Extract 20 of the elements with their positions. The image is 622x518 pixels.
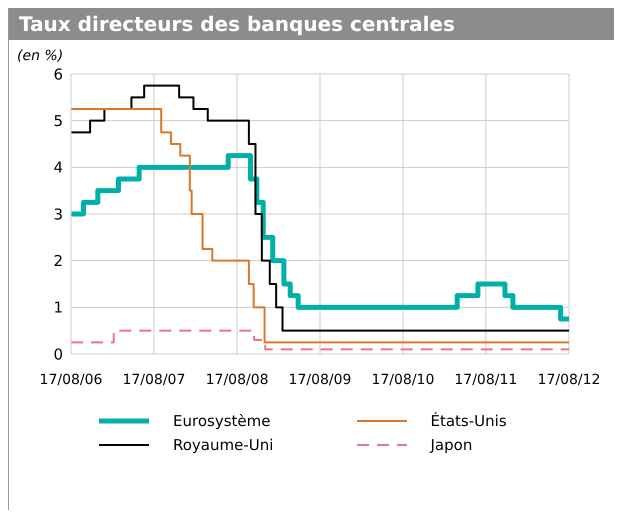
x-tick-label: 17/08/09 bbox=[288, 372, 352, 388]
y-tick-label: 4 bbox=[53, 158, 63, 177]
chart-title: Taux directeurs des banques centrales bbox=[9, 8, 614, 40]
y-tick-label: 6 bbox=[53, 65, 63, 84]
y-tick-label: 0 bbox=[53, 345, 63, 364]
legend-label: Eurosystème bbox=[173, 412, 270, 430]
y-axis-title: (en %) bbox=[17, 48, 64, 64]
legend-label: États-Unis bbox=[430, 412, 507, 430]
x-tick-label: 17/08/08 bbox=[206, 372, 269, 388]
y-tick-label: 5 bbox=[53, 112, 63, 130]
legend-label: Japon bbox=[430, 436, 472, 454]
y-tick-label: 1 bbox=[53, 298, 63, 317]
y-tick-label: 3 bbox=[53, 205, 63, 224]
x-tick-label: 17/08/06 bbox=[40, 372, 103, 388]
x-tick-label: 17/08/10 bbox=[371, 372, 434, 388]
x-tick-label: 17/08/07 bbox=[122, 372, 186, 388]
x-tick-label: 17/08/12 bbox=[538, 372, 600, 388]
x-tick-label: 17/08/11 bbox=[454, 372, 518, 388]
legend-label: Royaume-Uni bbox=[173, 436, 274, 454]
y-tick-label: 2 bbox=[53, 252, 63, 270]
